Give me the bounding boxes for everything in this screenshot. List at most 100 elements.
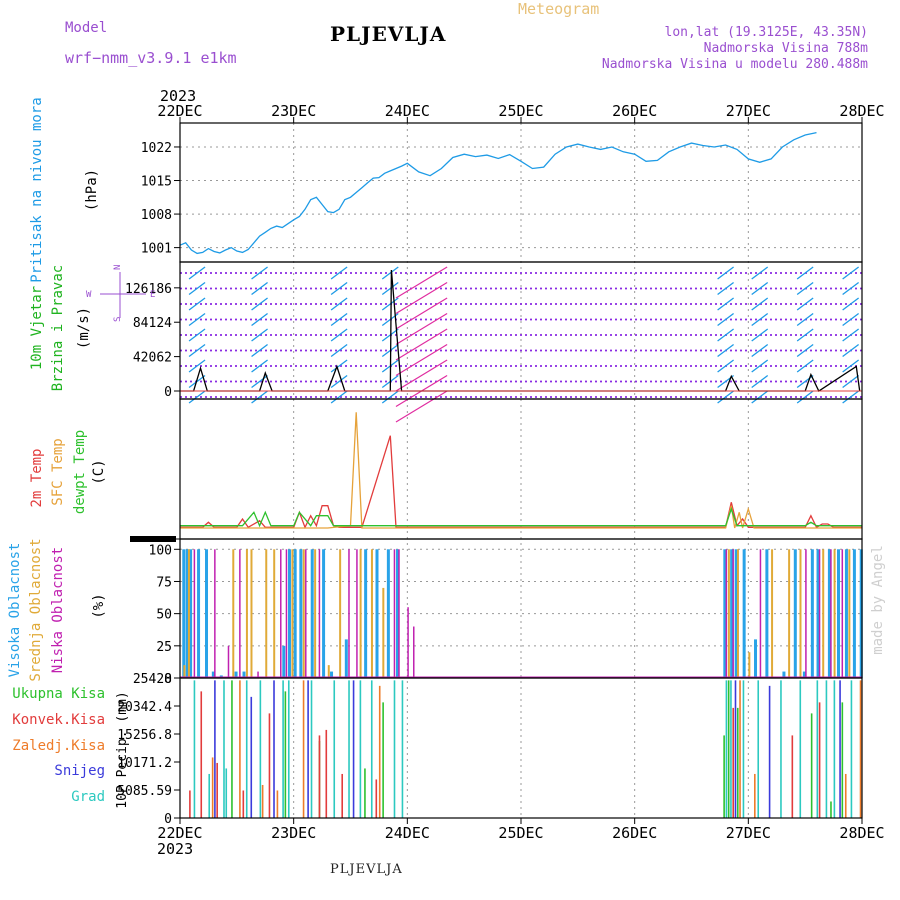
precip-bar-4 [223, 680, 225, 818]
cloud-bar-2 [214, 549, 216, 678]
wind-tick-label: 0 [164, 385, 172, 400]
cloud-bar-0 [836, 549, 840, 678]
panel-frame [179, 122, 863, 263]
precip-bar-0 [727, 680, 730, 818]
precip-bar-0 [382, 702, 384, 818]
x-tick-label-bottom: 24DEC [385, 824, 430, 842]
cloud-bar-2 [818, 549, 821, 678]
wind-arrow [251, 312, 268, 327]
precip-bar-0 [830, 801, 832, 818]
precip-bar-1 [791, 735, 794, 818]
cloud-unit: (%) [91, 593, 107, 618]
cloud-bar-0 [816, 549, 820, 678]
wind-arrow [751, 328, 769, 342]
cloud-bar-1 [799, 549, 802, 678]
x-tick-label-bottom: 27DEC [726, 824, 771, 842]
x-tick-label-bottom: 26DEC [612, 824, 657, 842]
cloud-bar-0 [234, 671, 238, 678]
cloud-bar-2 [318, 549, 321, 678]
wind-arrow [751, 297, 769, 311]
cloud-bar-0 [723, 549, 727, 678]
cloud-bar-0 [742, 549, 746, 678]
precip-bar-4 [208, 773, 211, 818]
precip-tick-label: 15256.8 [117, 728, 172, 743]
precip-bar-2 [261, 784, 264, 818]
footer-title: PLJEVLJA [330, 862, 403, 877]
cloud-bar-0 [322, 549, 326, 678]
wind-arrow [251, 281, 268, 296]
cloud-label-mid: Srednja Oblacnost [28, 538, 44, 681]
precip-bar-2 [276, 790, 279, 818]
precip-bar-2 [302, 680, 305, 818]
cloud-bar-1 [183, 665, 186, 678]
pressure-tick-label: 1022 [141, 141, 172, 156]
wind-arrow [330, 390, 348, 404]
precip-bar-1 [268, 713, 271, 818]
cloud-bar-2 [732, 549, 734, 678]
precip-bar-2 [378, 685, 381, 818]
wind-arrow [751, 390, 769, 404]
wind-arrow [330, 359, 348, 373]
compass-w: W [86, 290, 92, 300]
wind-arrow [330, 328, 348, 342]
cloud-bar-2 [193, 549, 196, 678]
wind-arrow-gust [395, 312, 448, 346]
wind-arrow [796, 297, 814, 311]
precip-bar-4 [730, 680, 732, 818]
precip-bar-2 [859, 680, 862, 818]
meteogram-label: Meteogram [518, 0, 600, 18]
precip-tick-label: 0 [164, 812, 172, 827]
cloud-bar-0 [395, 549, 399, 678]
wind-arrow [842, 281, 860, 296]
precip-bar-4 [825, 680, 828, 818]
wind-arrow-gust [395, 281, 448, 315]
precip-legend-1: Konvek.Kisa [12, 712, 105, 728]
cloud-bar-0 [754, 639, 758, 678]
panel-frame [179, 398, 863, 540]
precip-bar-3 [250, 696, 253, 818]
precip-bar-1 [732, 707, 735, 818]
wind-arrow-gust [395, 359, 448, 392]
x-tick-label-top: 26DEC [612, 102, 657, 120]
model-label: Model [65, 20, 108, 36]
wind-arrow [717, 297, 734, 311]
cloud-bar-0 [197, 549, 201, 678]
precip-bar-4 [245, 680, 248, 818]
precip-bar-0 [231, 680, 233, 818]
precip-legend-3: Snijeg [54, 763, 105, 779]
precip-bar-4 [287, 680, 290, 818]
precip-bar-4 [816, 680, 819, 818]
page-title: PLJEVLJA [330, 22, 447, 46]
cloud-bar-1 [291, 549, 294, 678]
x-tick-label-top: 24DEC [385, 102, 430, 120]
pressure-tick-label: 1015 [141, 175, 172, 190]
wind-arrow [842, 390, 860, 404]
precip-bar-4 [193, 680, 196, 818]
precip-bar-1 [341, 773, 344, 818]
precip-bar-3 [273, 680, 275, 818]
cloud-bar-2 [356, 549, 358, 678]
x-tick-label-top: 23DEC [271, 102, 316, 120]
precip-bar-3 [214, 680, 216, 818]
precip-bar-1 [242, 790, 245, 818]
wind-arrow [188, 297, 206, 311]
precip-bar-4 [310, 680, 313, 818]
wind-arrow [381, 390, 399, 404]
precip-bar-4 [833, 680, 836, 818]
wind-arrow [751, 266, 769, 280]
pressure-tick-label: 1001 [141, 242, 172, 257]
wind-arrow [330, 312, 348, 327]
precip-bar-0 [364, 768, 366, 818]
wind-arrow [717, 312, 734, 327]
precip-bar-3 [839, 680, 841, 818]
cloud-bar-1 [727, 549, 730, 678]
cloud-bar-2 [227, 645, 230, 678]
temp-unit: (C) [91, 459, 107, 484]
cloud-bar-0 [293, 549, 297, 678]
wind-arrow [251, 390, 268, 404]
cloud-bar-2 [348, 549, 350, 678]
pressure-line [179, 131, 817, 255]
wind-arrow [751, 281, 769, 296]
precip-bar-4 [742, 680, 745, 818]
cloud-bar-0 [802, 671, 806, 678]
